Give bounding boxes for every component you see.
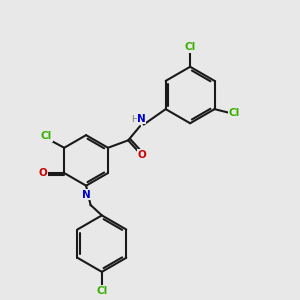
Text: N: N [82,190,91,200]
Text: O: O [137,150,146,160]
Text: Cl: Cl [229,108,240,118]
Text: H: H [131,115,138,124]
Text: Cl: Cl [41,131,52,141]
Text: N: N [137,114,146,124]
Text: Cl: Cl [184,43,196,52]
Text: O: O [39,168,47,178]
Text: Cl: Cl [96,286,107,296]
